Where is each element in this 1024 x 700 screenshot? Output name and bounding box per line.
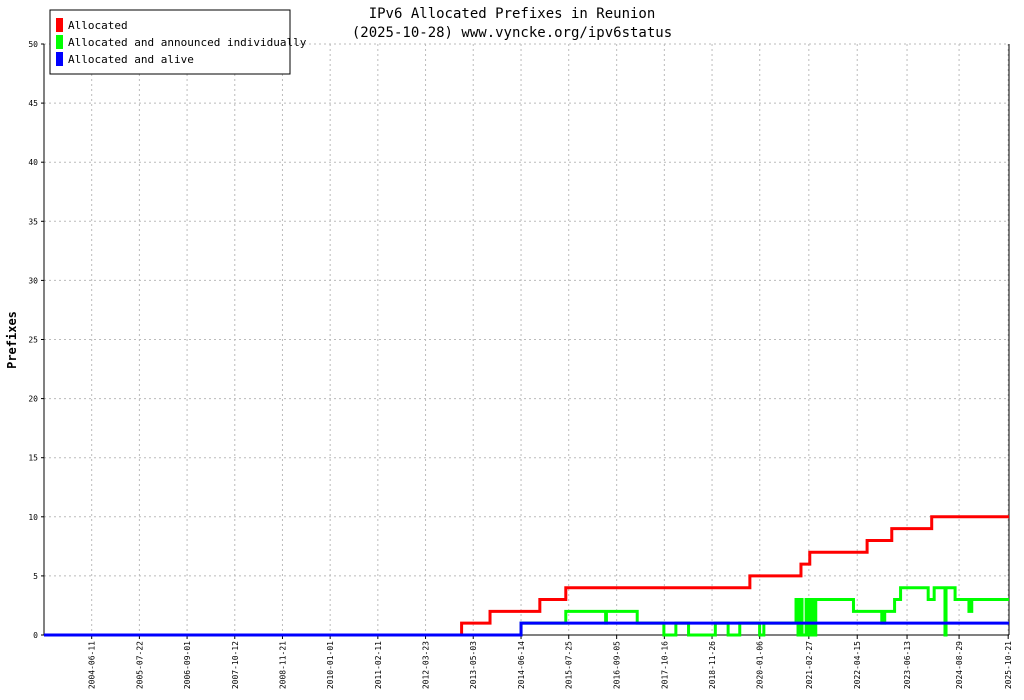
- legend-swatch: [56, 18, 63, 32]
- y-tick-label: 20: [28, 395, 38, 404]
- y-tick-label: 0: [33, 631, 38, 640]
- x-tick-label: 2008-11-21: [278, 641, 287, 689]
- x-tick-label: 2018-11-26: [708, 641, 717, 689]
- x-tick-label: 2025-10-21: [1004, 641, 1013, 689]
- x-tick-label: 2004-06-11: [88, 641, 97, 689]
- x-tick-label: 2015-07-25: [565, 641, 574, 689]
- x-tick-label: 2016-09-05: [613, 641, 622, 689]
- series-line: [44, 621, 1009, 637]
- y-tick-label: 40: [28, 158, 38, 167]
- chart-subtitle: (2025-10-28) www.vyncke.org/ipv6status: [352, 25, 672, 41]
- y-tick-label: 45: [28, 99, 38, 108]
- x-tick-label: 2012-03-23: [422, 641, 431, 689]
- x-tick-label: 2020-01-06: [756, 641, 765, 689]
- y-tick-label: 30: [28, 276, 38, 285]
- x-tick-label: 2010-01-01: [326, 641, 335, 689]
- legend-label: Allocated: [68, 19, 128, 32]
- x-tick-label: 2023-06-13: [903, 641, 912, 689]
- y-tick-label: 25: [28, 336, 38, 345]
- x-tick-label: 2022-04-15: [853, 641, 862, 689]
- y-tick-label: 5: [33, 572, 38, 581]
- chart-title: IPv6 Allocated Prefixes in Reunion: [369, 6, 656, 22]
- x-tick-label: 2014-06-14: [517, 641, 526, 689]
- y-axis-label: Prefixes: [5, 311, 19, 369]
- x-tick-label: 2021-02-27: [805, 641, 814, 689]
- legend-box: [49, 9, 291, 75]
- y-tick-label: 15: [28, 454, 38, 463]
- legend-swatch: [56, 52, 63, 66]
- x-tick-label: 2005-07-22: [135, 641, 144, 689]
- legend-swatch: [56, 35, 63, 49]
- legend: Allocated Allocated and announced individ…: [49, 9, 307, 75]
- legend-label: Allocated and alive: [68, 53, 194, 66]
- x-tick-label: 2024-08-29: [955, 641, 964, 689]
- x-tick-label: 2011-02-11: [374, 641, 383, 689]
- y-tick-label: 35: [28, 217, 38, 226]
- x-tick-label: 2017-10-16: [660, 641, 669, 689]
- y-tick-label: 50: [28, 40, 38, 49]
- legend-label: Allocated and announced individually: [68, 36, 307, 49]
- x-tick-label: 2006-09-01: [183, 641, 192, 689]
- x-tick-label: 2013-05-03: [469, 641, 478, 689]
- series-line: [44, 586, 1009, 637]
- series-line: [44, 515, 1009, 637]
- x-tick-label: 2007-10-12: [231, 641, 240, 689]
- y-tick-label: 10: [28, 513, 38, 522]
